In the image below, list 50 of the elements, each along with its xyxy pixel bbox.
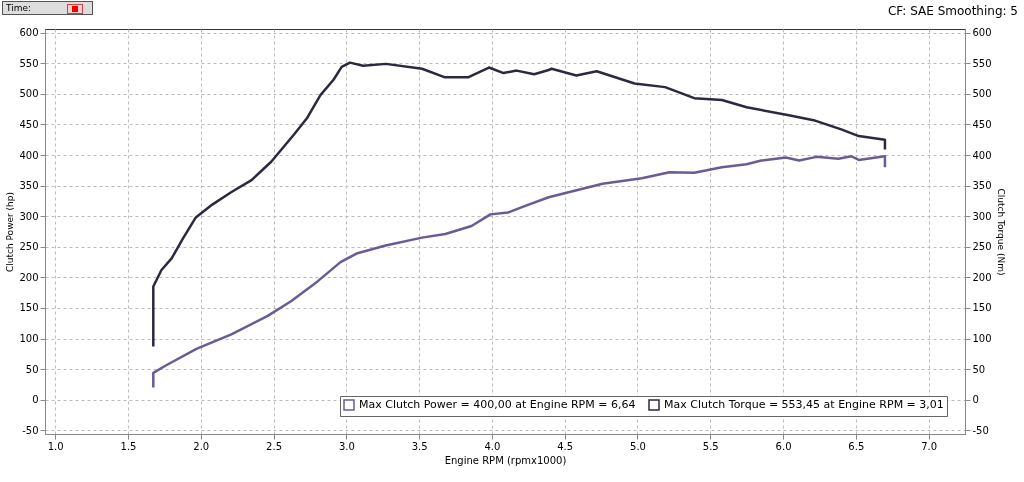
y2-tick-label: 300 [972, 210, 992, 222]
y-tick-label: -50 [22, 424, 39, 436]
y-tick-label: 350 [19, 180, 39, 192]
y2-tick-label: 500 [972, 88, 992, 100]
y-tick-label: 150 [19, 302, 39, 314]
x-tick-label: 3.5 [411, 440, 428, 452]
y-tick-label: 550 [19, 57, 39, 69]
x-tick-label: 2.5 [266, 440, 282, 452]
x-tick-label: 6.5 [848, 440, 865, 452]
y2-tick-label: 50 [972, 363, 986, 375]
y2-axis-title: Clutch Torque (Nm) [995, 188, 1006, 276]
y2-tick-label: 400 [972, 149, 992, 161]
y-axis-title: Clutch Power (hp) [5, 191, 16, 273]
y2-tick-label: 150 [972, 302, 992, 314]
line-series [152, 61, 887, 348]
y-tick-label: 300 [19, 210, 39, 222]
y-tick-label: 100 [19, 333, 39, 345]
y-tick-label: 600 [19, 27, 39, 39]
y2-tick-label: -50 [972, 424, 989, 436]
x-tick-label: 3.0 [338, 440, 355, 452]
x-tick-label: 4.5 [557, 440, 574, 452]
y-tick-label: 250 [19, 241, 39, 253]
y2-tick-label: 450 [972, 118, 992, 130]
x-axis-title: Engine RPM (rpmx1000) [444, 454, 567, 466]
text: Time: [6, 3, 32, 13]
x-tick-label: 6.0 [775, 440, 792, 452]
y-tick-label: 0 [32, 394, 39, 406]
x-tick-label: 4.0 [484, 440, 501, 452]
x-tick-label: 7.0 [921, 440, 938, 452]
y2-tick-label: 350 [972, 180, 992, 192]
y2-tick-label: 200 [972, 271, 992, 283]
x-tick-label: 5.0 [630, 440, 646, 452]
y-tick-label: 500 [19, 88, 39, 100]
x-tick-label: 2.0 [193, 440, 210, 452]
y2-tick-label: 250 [972, 241, 992, 253]
x-tick-label: 5.5 [702, 440, 719, 452]
line-series [152, 155, 887, 389]
y-tick-label: 50 [25, 363, 39, 375]
y2-tick-label: 0 [972, 394, 979, 406]
y-tick-label: 200 [19, 271, 39, 283]
y2-tick-label: 600 [972, 27, 992, 39]
y-tick-label: 400 [19, 149, 39, 161]
y2-tick-label: 100 [972, 333, 992, 345]
x-tick-label: 1.5 [120, 440, 137, 452]
y2-tick-label: 550 [972, 57, 992, 69]
legend-label: Max Clutch Torque = 553,45 at Engine RPM = 3,01 [664, 398, 944, 411]
legend-label: Max Clutch Power = 400,00 at Engine RPM = 6,64 [359, 398, 636, 411]
text: CF: SAE Smoothing: 5 [887, 4, 1018, 18]
x-tick-label: 1.0 [47, 440, 64, 452]
y-tick-label: 450 [19, 118, 39, 130]
